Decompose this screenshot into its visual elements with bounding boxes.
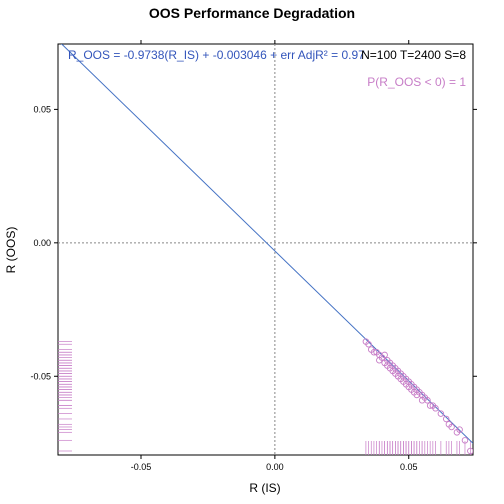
data-point [381,351,388,359]
x-tick-label: 0.05 [400,462,418,472]
regression-annotation: R_OOS = -0.9738(R_IS) + -0.003046 + err … [68,48,365,62]
x-axis-title: R (IS) [249,481,280,495]
probability-annotation: P(R_OOS < 0) = 1 [367,75,466,89]
y-tick-label: 0.00 [33,238,51,248]
data-point [424,397,431,404]
reference-lines [58,44,473,455]
regression-line [60,44,473,444]
y-tick-label: -0.05 [30,371,51,381]
y-tick-label: 0.05 [33,104,51,114]
data-point [432,405,439,412]
data-point [437,410,445,417]
x-axis: -0.05 0.00 0.05 [131,40,418,472]
regression-line-group [60,44,473,444]
data-point [370,349,378,356]
data-point [456,426,463,433]
data-point [448,423,455,431]
plot-frame [57,43,474,456]
data-point [467,447,473,455]
y-axis: -0.05 0.00 0.05 [30,104,477,381]
y-axis-title: R (OOS) [4,227,18,274]
chart-title: OOS Performance Degradation [149,5,355,21]
data-point [365,340,372,348]
data-point [426,402,434,409]
x-tick-label: -0.05 [131,462,152,472]
data-point [442,415,450,423]
rug-marks [58,341,471,455]
data-point [461,437,469,444]
data-points [362,338,473,455]
stats-annotation: N=100 T=2400 S=8 [361,48,466,62]
x-tick-label: 0.00 [266,462,284,472]
